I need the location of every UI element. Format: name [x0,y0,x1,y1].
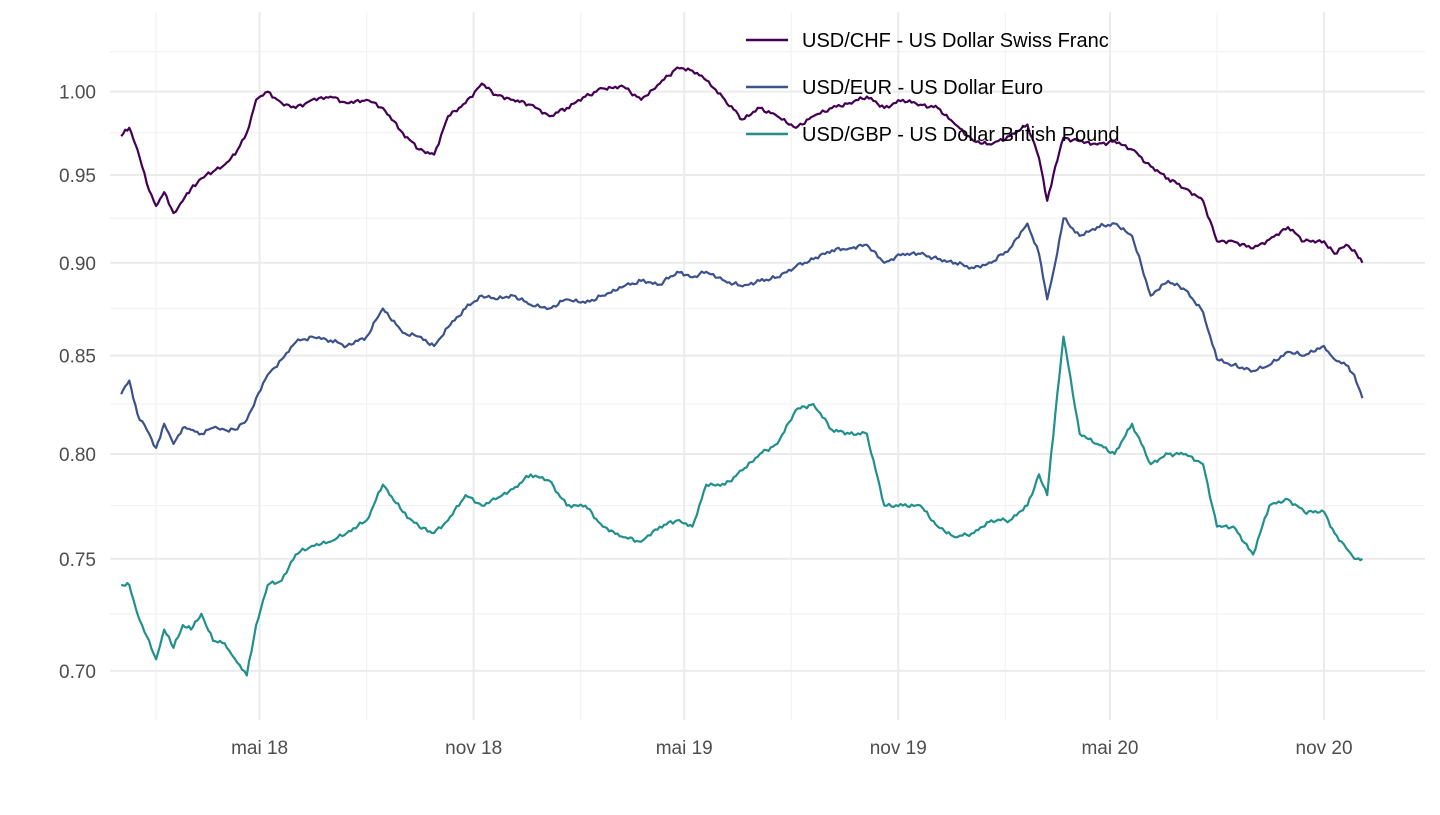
y-tick-label: 0.70 [59,662,96,683]
legend-label: USD/EUR - US Dollar Euro [802,77,1043,99]
series-line [120,66,1364,264]
x-tick-label: mai 18 [231,738,288,759]
y-tick-label: 0.80 [59,445,96,466]
y-tick-label: 0.75 [59,550,96,571]
legend-label: USD/CHF - US Dollar Swiss Franc [802,30,1109,52]
y-tick-label: 0.90 [59,254,96,275]
x-tick-label: nov 20 [1296,738,1353,759]
y-tick-label: 0.85 [59,347,96,368]
legend-label: USD/GBP - US Dollar British Pound [802,124,1120,146]
y-tick-label: 1.00 [59,83,96,104]
series-line [121,335,1364,677]
x-tick-label: nov 18 [445,738,502,759]
x-tick-label: mai 20 [1081,738,1138,759]
x-tick-label: mai 19 [656,738,713,759]
series-line [120,217,1364,449]
series-lines [120,66,1364,677]
minor-gridlines [110,12,1425,720]
x-tick-label: nov 19 [870,738,927,759]
x-axis: mai 18 nov 18 mai 19 nov 19 mai 20 nov 20 [231,738,1352,759]
major-gridlines [110,12,1425,720]
y-axis: 0.70 0.75 0.80 0.85 0.90 0.95 1.00 [59,83,96,683]
legend: USD/CHF - US Dollar Swiss Franc USD/EUR -… [746,30,1120,146]
y-tick-label: 0.95 [59,166,96,187]
